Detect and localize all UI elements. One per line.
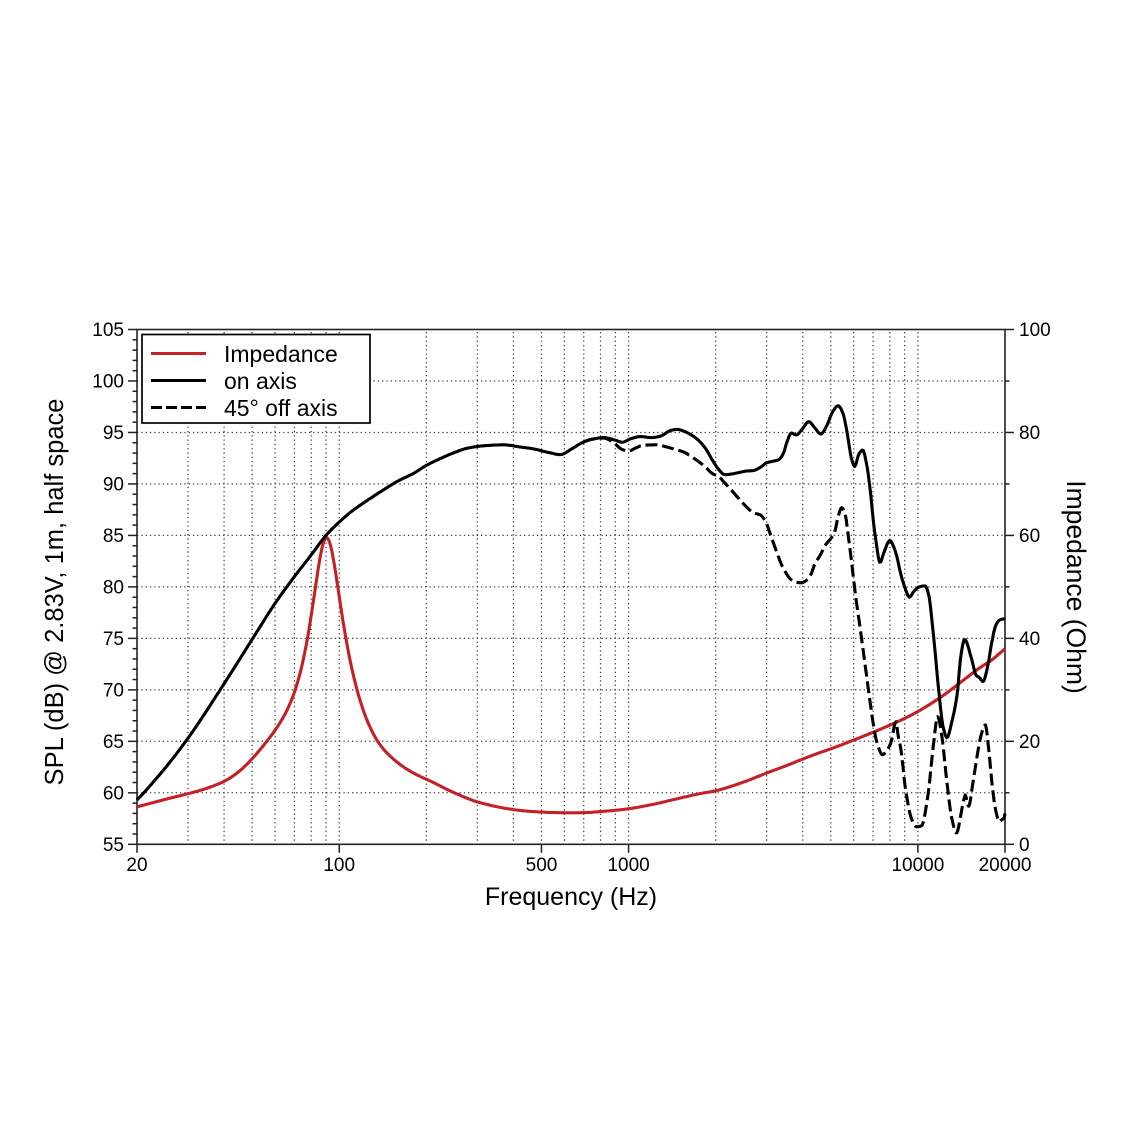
svg-text:20: 20 <box>1019 732 1040 753</box>
svg-text:90: 90 <box>103 474 124 495</box>
svg-text:45° off axis: 45° off axis <box>224 395 338 421</box>
svg-text:100: 100 <box>1019 320 1051 341</box>
svg-text:60: 60 <box>103 783 124 804</box>
svg-text:10000: 10000 <box>891 855 944 876</box>
svg-text:1000: 1000 <box>607 855 649 876</box>
svg-text:on axis: on axis <box>224 368 297 394</box>
svg-text:65: 65 <box>103 732 124 753</box>
svg-text:80: 80 <box>103 577 124 598</box>
svg-text:20: 20 <box>126 855 147 876</box>
svg-text:75: 75 <box>103 629 124 650</box>
svg-text:60: 60 <box>1019 526 1040 547</box>
svg-text:70: 70 <box>103 680 124 701</box>
svg-text:85: 85 <box>103 526 124 547</box>
svg-text:100: 100 <box>323 855 355 876</box>
svg-text:0: 0 <box>1019 835 1030 856</box>
svg-text:80: 80 <box>1019 423 1040 444</box>
svg-text:20000: 20000 <box>979 855 1032 876</box>
svg-text:105: 105 <box>92 320 124 341</box>
svg-text:40: 40 <box>1019 629 1040 650</box>
svg-text:SPL (dB) @ 2.83V, 1m, half spa: SPL (dB) @ 2.83V, 1m, half space <box>41 399 69 786</box>
svg-text:500: 500 <box>526 855 558 876</box>
svg-text:95: 95 <box>103 423 124 444</box>
svg-text:55: 55 <box>103 835 124 856</box>
svg-text:100: 100 <box>92 372 124 393</box>
svg-text:Impedance (Ohm): Impedance (Ohm) <box>1061 480 1091 694</box>
svg-text:Frequency (Hz): Frequency (Hz) <box>485 883 657 911</box>
svg-text:Impedance: Impedance <box>224 341 338 367</box>
